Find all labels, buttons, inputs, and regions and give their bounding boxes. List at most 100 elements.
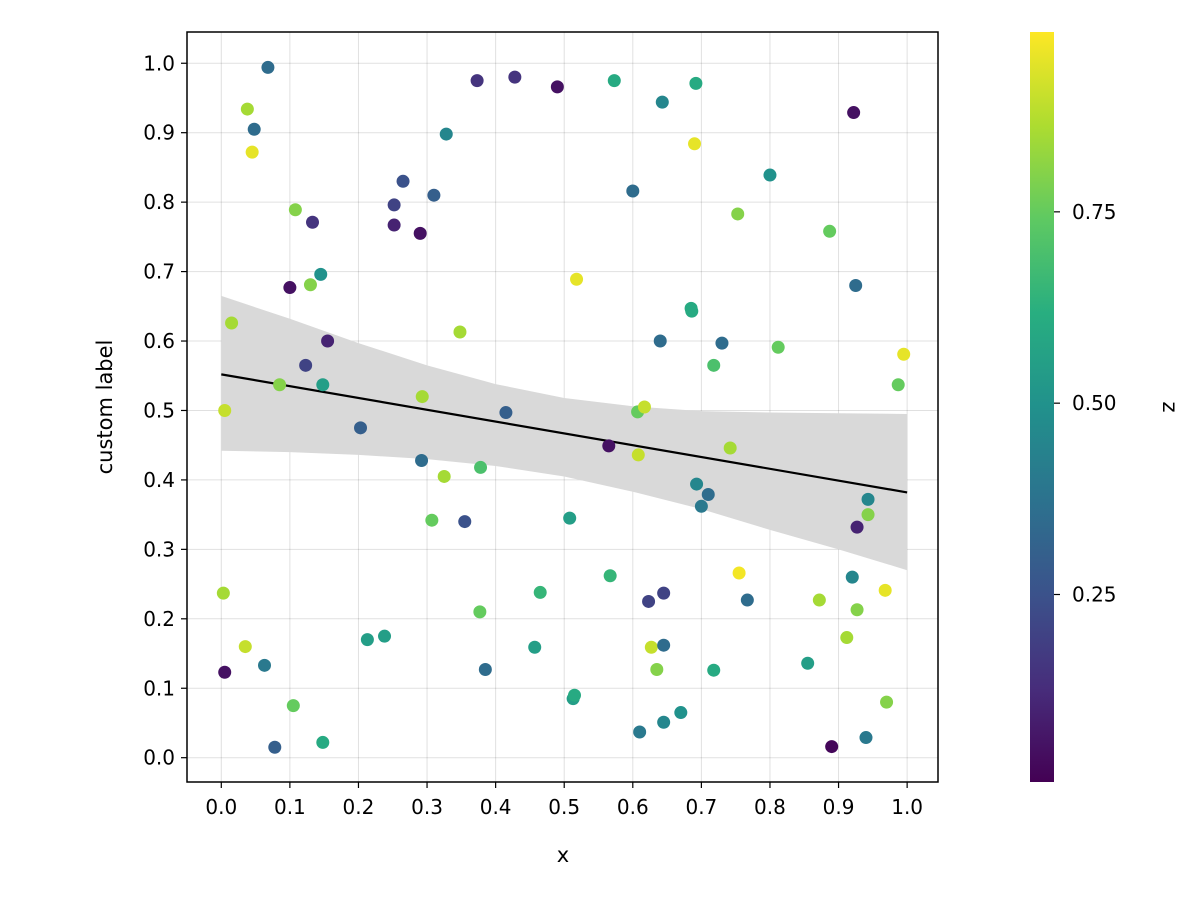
scatter-point <box>378 629 392 643</box>
scatter-point <box>801 656 815 670</box>
scatter-point <box>218 403 232 417</box>
scatter-point <box>316 735 330 749</box>
scatter-point <box>847 106 861 120</box>
scatter-point <box>845 570 859 584</box>
scatter-point <box>354 421 368 435</box>
scatter-point <box>878 583 892 597</box>
scatter-point <box>825 740 839 754</box>
scatter-point <box>707 663 721 677</box>
scatter-point <box>427 188 441 202</box>
y-tick-label: 0.3 <box>143 537 175 561</box>
scatter-point <box>633 725 647 739</box>
x-tick-label: 1.0 <box>891 795 923 819</box>
scatter-point <box>306 215 320 229</box>
scatter-point <box>474 460 488 474</box>
scatter-point <box>674 706 688 720</box>
x-tick-label: 0.1 <box>274 795 306 819</box>
scatter-point <box>240 102 254 116</box>
scatter-point <box>508 70 522 84</box>
scatter-point <box>413 226 427 240</box>
scatter-point <box>637 400 651 414</box>
scatter-point <box>261 60 275 74</box>
scatter-point <box>602 439 616 453</box>
colorbar-ticks: 0.25 0.50 0.75 <box>1054 200 1117 607</box>
scatter-point <box>688 137 702 151</box>
x-tick-label: 0.9 <box>823 795 855 819</box>
scatter-point <box>470 74 484 88</box>
scatter-point <box>723 441 737 455</box>
y-tick-label: 0.9 <box>143 121 175 145</box>
scatter-point <box>288 203 302 217</box>
scatter-point <box>415 390 429 404</box>
scatter-point <box>653 334 667 348</box>
y-tick-label: 0.4 <box>143 468 175 492</box>
scatter-point <box>731 207 745 221</box>
scatter-point <box>861 508 875 522</box>
colorbar-label: z <box>1158 401 1182 412</box>
x-tick-label: 0.4 <box>480 795 512 819</box>
scatter-point <box>258 658 272 672</box>
scatter-point <box>891 378 905 392</box>
scatter-points <box>216 60 911 754</box>
scatter-point <box>707 358 721 372</box>
scatter-point <box>657 715 671 729</box>
colorbar-tick-label: 0.75 <box>1072 200 1117 224</box>
scatter-point <box>859 731 873 745</box>
scatter-point <box>823 224 837 238</box>
scatter-point <box>303 278 317 292</box>
scatter-point <box>812 593 826 607</box>
scatter-point <box>740 593 754 607</box>
scatter-point <box>286 699 300 713</box>
scatter-point <box>225 316 239 330</box>
scatter-point <box>771 340 785 354</box>
scatter-point <box>715 336 729 350</box>
scatter-point <box>321 334 335 348</box>
scatter-point <box>732 566 746 580</box>
scatter-point <box>861 492 875 506</box>
scatter-point <box>478 663 492 676</box>
scatter-point <box>897 347 911 361</box>
y-tick-label: 0.1 <box>143 676 175 700</box>
scatter-point <box>299 358 313 372</box>
scatter-point <box>273 378 287 392</box>
y-tick-label: 0.7 <box>143 260 175 284</box>
regression-line-path <box>221 373 908 494</box>
plot-frame <box>186 31 939 783</box>
scatter-point <box>631 448 645 462</box>
scatter-point <box>550 80 564 94</box>
x-axis-label: x <box>557 843 569 867</box>
scatter-point <box>849 278 863 292</box>
x-tick-label: 0.2 <box>343 795 375 819</box>
scatter-point <box>247 122 261 136</box>
scatter-point <box>603 569 617 583</box>
scatter-point <box>690 477 704 491</box>
scatter-point <box>568 688 582 702</box>
colorbar-tick-label: 0.25 <box>1072 583 1117 607</box>
y-tick-label: 0.6 <box>143 329 175 353</box>
scatter-point <box>216 586 230 600</box>
y-tick-label: 0.8 <box>143 190 175 214</box>
x-tick-label: 0.3 <box>411 795 443 819</box>
y-tick-label: 0.0 <box>143 746 175 770</box>
grid-lines <box>187 32 938 782</box>
x-tick-label: 0.5 <box>548 795 580 819</box>
scatter-point <box>650 663 664 676</box>
x-tick-label: 0.8 <box>754 795 786 819</box>
scatter-point <box>850 603 864 617</box>
scatter-point <box>268 740 282 754</box>
scatter-point <box>607 74 621 88</box>
colorbar <box>1030 32 1054 782</box>
scatter-point <box>396 174 410 188</box>
scatter-point <box>657 638 671 652</box>
scatter-point <box>437 469 451 483</box>
y-tick-label: 0.5 <box>143 398 175 422</box>
scatter-point <box>685 304 699 318</box>
scatter-point <box>763 168 777 182</box>
scatter-point <box>642 594 656 608</box>
scatter-point <box>563 511 577 525</box>
scatter-point <box>473 605 487 619</box>
scatter-point <box>316 378 330 392</box>
scatter-point <box>655 95 669 109</box>
regression-line <box>221 373 908 494</box>
scatter-point <box>657 586 671 600</box>
